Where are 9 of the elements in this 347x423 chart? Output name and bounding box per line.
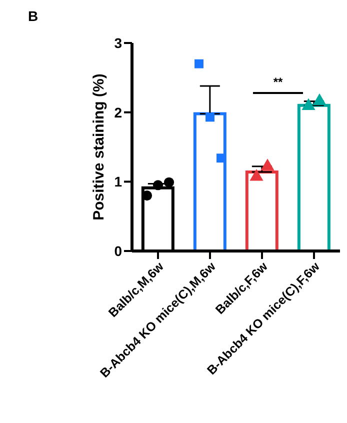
- y-tick-label: 3: [114, 34, 122, 51]
- y-tick-label: 0: [114, 242, 122, 259]
- bar: [193, 112, 226, 251]
- chart-title: B: [27, 8, 40, 26]
- y-axis-title: Positive staining (%): [90, 74, 108, 220]
- annotation: **: [272, 75, 284, 89]
- significance-bracket: **: [253, 76, 303, 94]
- y-tick-label: 1: [114, 174, 122, 190]
- y-tick-label: 2: [114, 104, 122, 120]
